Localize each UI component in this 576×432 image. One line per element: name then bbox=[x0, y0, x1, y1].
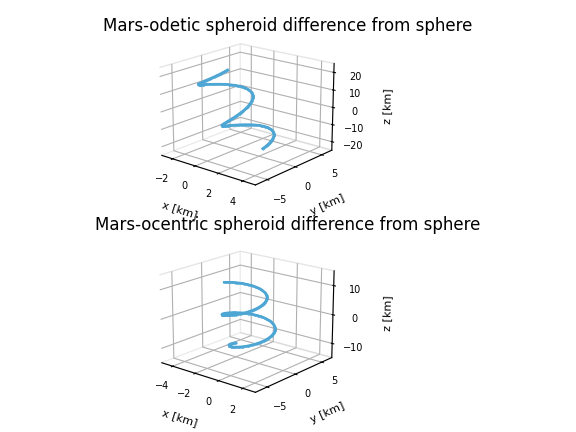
Y-axis label: y [km]: y [km] bbox=[309, 193, 346, 217]
Text: Mars-odetic spheroid difference from sphere: Mars-odetic spheroid difference from sph… bbox=[103, 17, 473, 35]
Y-axis label: y [km]: y [km] bbox=[309, 400, 346, 425]
X-axis label: x [km]: x [km] bbox=[161, 200, 198, 220]
X-axis label: x [km]: x [km] bbox=[161, 407, 198, 428]
Text: Mars-ocentric spheroid difference from sphere: Mars-ocentric spheroid difference from s… bbox=[95, 216, 481, 234]
